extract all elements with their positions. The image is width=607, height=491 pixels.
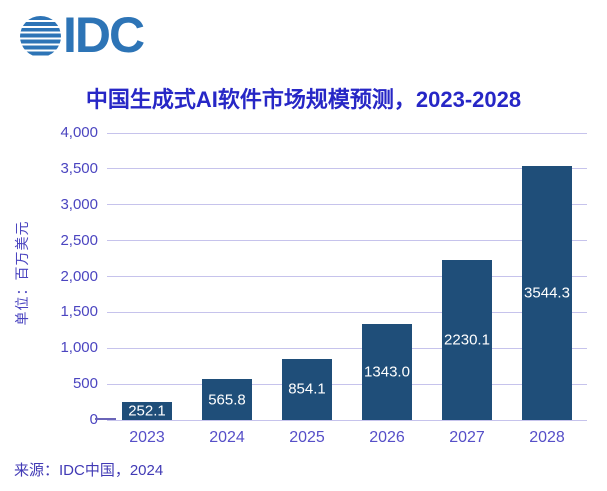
y-axis-tick-label: 2,000 [60, 267, 98, 285]
bar-value-label: 854.1 [288, 380, 326, 398]
bar-value-label: 565.8 [208, 391, 246, 409]
bar-value-label: 3544.3 [524, 284, 570, 302]
bar-value-label: 2230.1 [444, 331, 490, 349]
bar-2024: 565.8 [202, 379, 252, 420]
bar-value-label: 1343.0 [364, 363, 410, 381]
gridline [107, 419, 587, 421]
origin-tick [95, 418, 116, 420]
y-axis-tick-label: 1,000 [60, 339, 98, 357]
y-axis-tick-label: 3,500 [60, 159, 98, 177]
gridline [107, 311, 587, 313]
gridline [107, 132, 587, 134]
y-axis-tick-label: 4,000 [60, 124, 98, 141]
y-axis-tick-label: 0 [89, 411, 98, 428]
source-note: 来源：IDC中国，2024 [14, 462, 164, 479]
gridline [107, 168, 587, 170]
gridline [107, 276, 587, 277]
y-axis-tick-label: 1,500 [60, 303, 98, 321]
x-axis-label-2023: 2023 [129, 429, 165, 446]
bar-value-label: 252.1 [128, 402, 166, 420]
y-axis-tick-label: 500 [72, 375, 98, 393]
plot-area: 252.1 565.8 854.1 1343.0 2230.1 3544.3 [107, 132, 587, 421]
gridline [107, 347, 587, 349]
gridline [107, 383, 587, 385]
bar-2027: 2230.1 [442, 260, 492, 420]
chart-title: 中国生成式AI软件市场规模预测，2023-2028 [85, 87, 522, 112]
bar-2025: 854.1 [282, 358, 332, 420]
bar-2023: 252.1 [122, 401, 172, 420]
x-axis-label-2026: 2026 [369, 429, 405, 446]
x-axis-label-2027: 2027 [449, 429, 485, 446]
idc-logo: IDC [20, 7, 145, 63]
y-axis-tick-label: 3,000 [60, 195, 98, 213]
y-axis-tick-label: 2,500 [60, 231, 98, 249]
bar-2026: 1343.0 [362, 323, 412, 420]
x-axis-label-2028: 2028 [529, 429, 565, 446]
x-axis-label-2025: 2025 [289, 429, 325, 446]
x-axis-label-2024: 2024 [209, 429, 245, 446]
logo-text: IDC [63, 7, 145, 63]
bar-2028: 3544.3 [522, 165, 572, 420]
gridline [107, 240, 587, 242]
globe-icon [20, 16, 61, 57]
gridline [107, 204, 587, 206]
